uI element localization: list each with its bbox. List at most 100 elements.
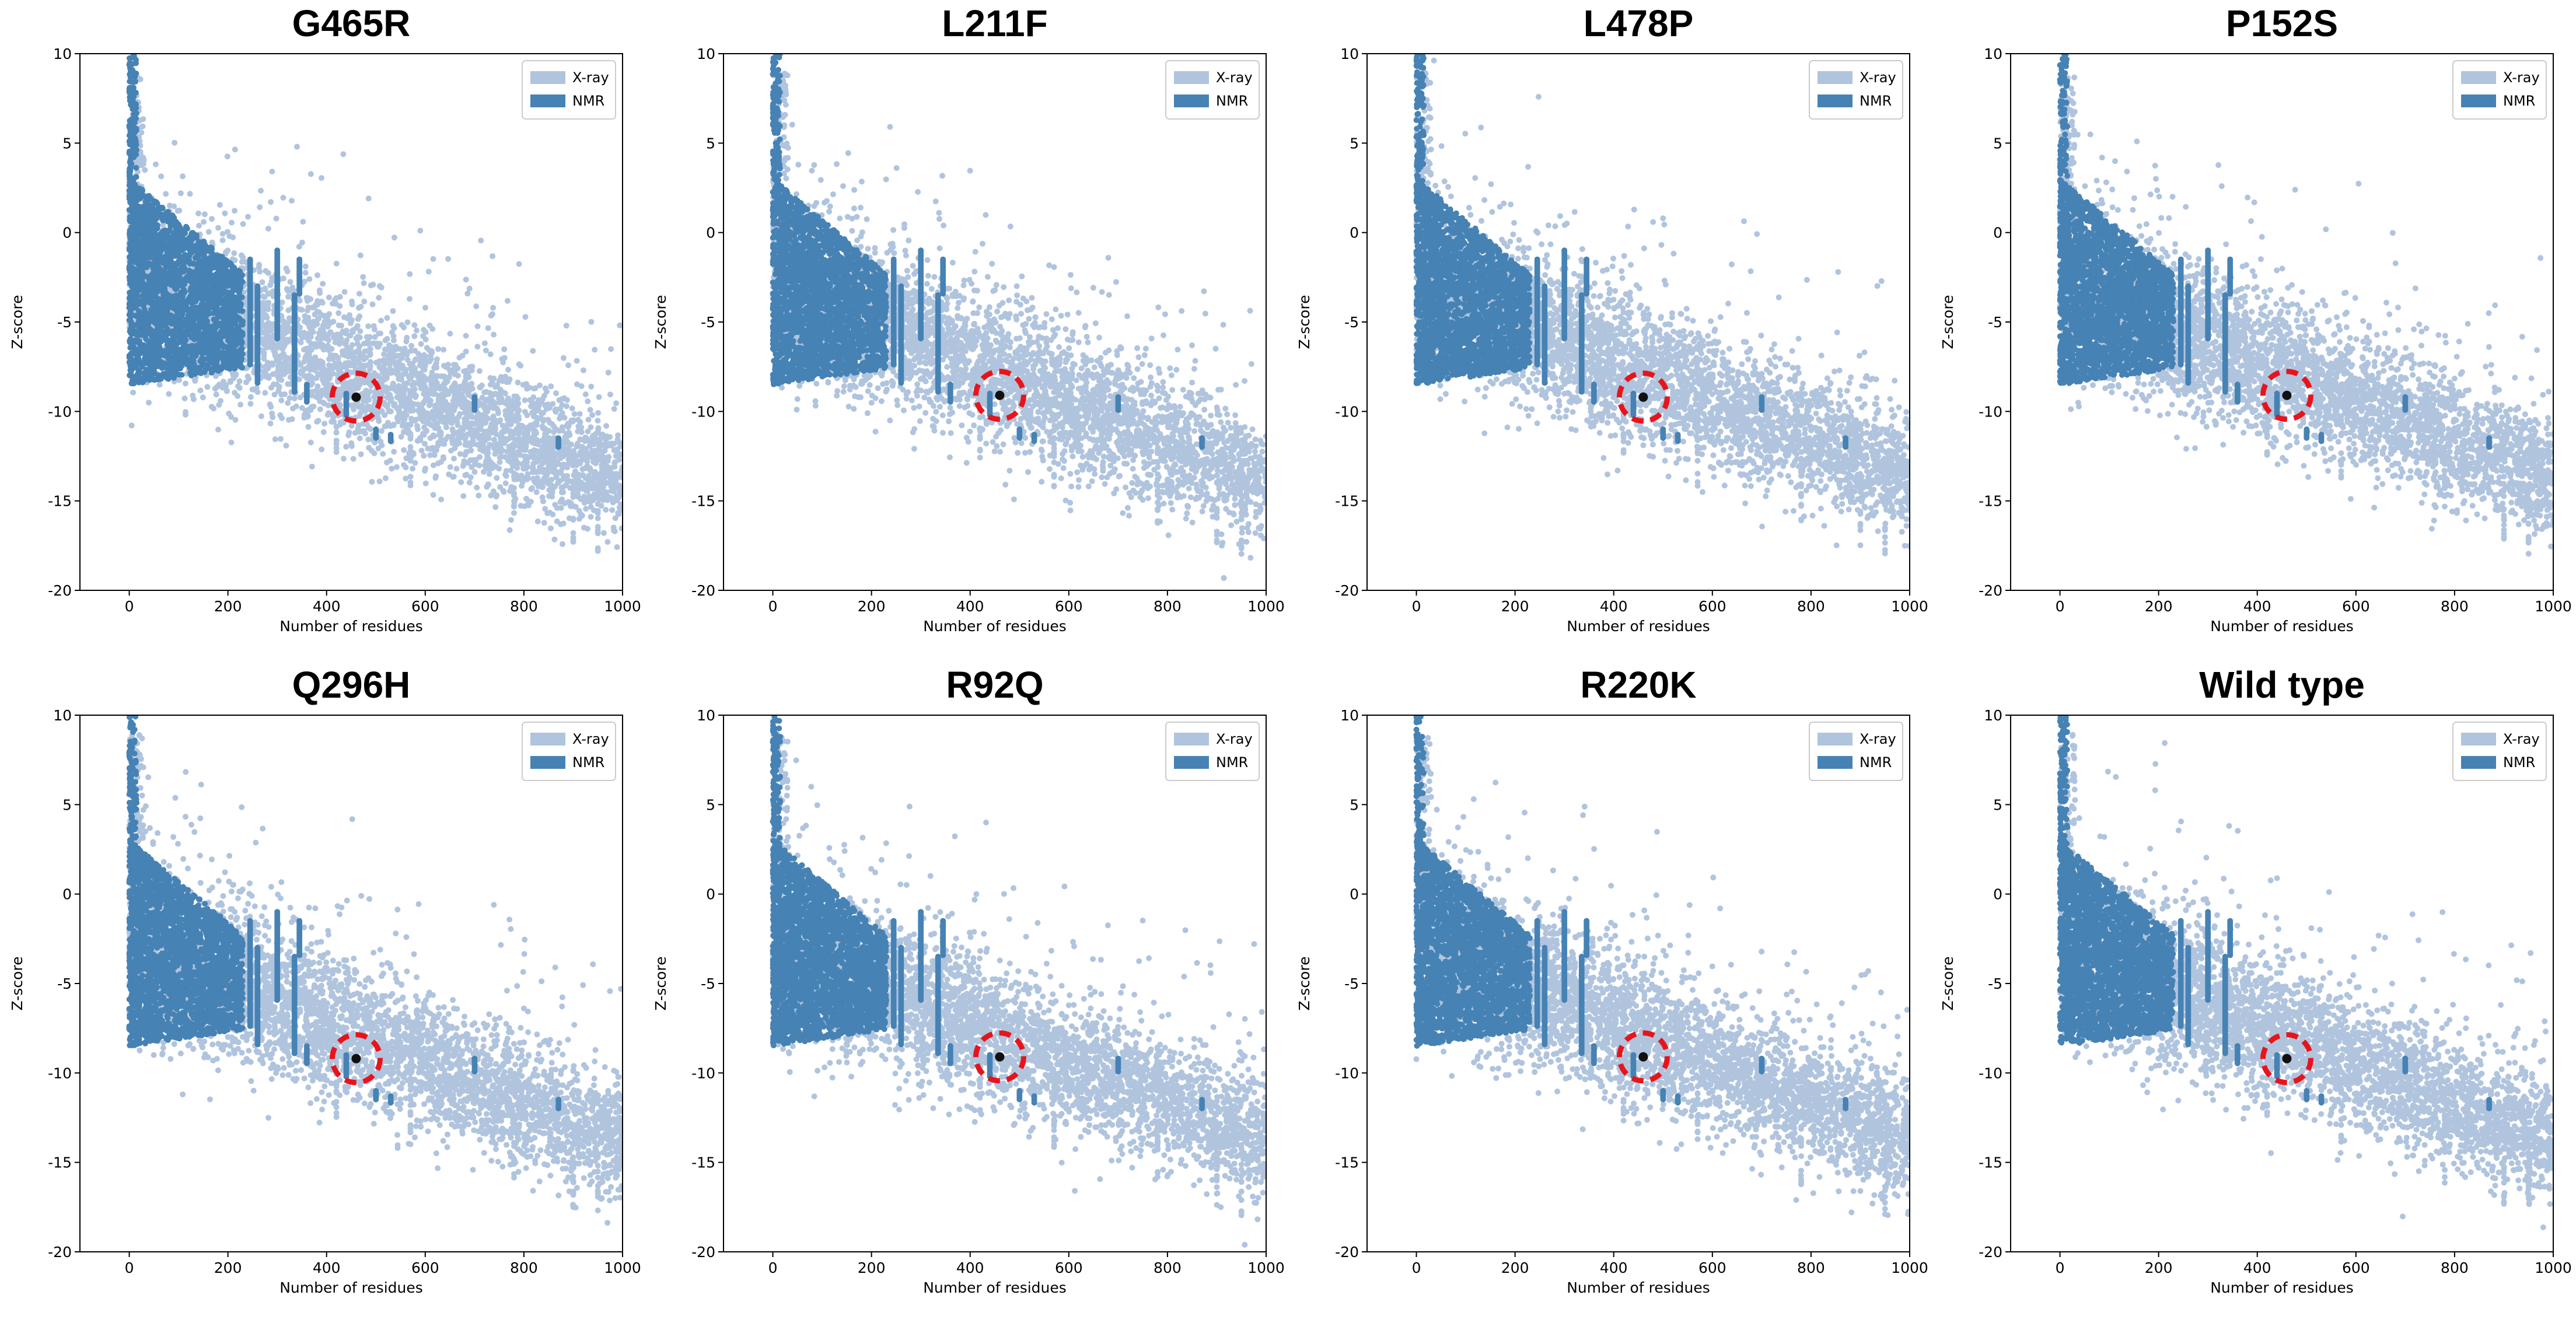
- xray-point: [388, 397, 394, 404]
- xray-point: [429, 326, 436, 332]
- xray-point: [228, 439, 235, 446]
- xray-point: [358, 451, 364, 457]
- xray-point: [503, 468, 509, 474]
- xray-point: [267, 344, 272, 350]
- xray-point: [570, 490, 576, 496]
- xray-point: [519, 482, 525, 489]
- xray-point: [449, 433, 455, 440]
- xray-point: [511, 503, 517, 510]
- xray-point: [523, 442, 529, 448]
- xray-point: [225, 229, 230, 235]
- xray-point: [542, 506, 548, 512]
- xray-point: [314, 383, 321, 390]
- xray-point: [415, 408, 421, 414]
- xray-point: [320, 400, 326, 406]
- xray-point: [388, 367, 394, 373]
- xray-point: [396, 407, 402, 414]
- xray-point: [383, 387, 389, 393]
- xray-point: [271, 391, 278, 398]
- xray-point: [442, 386, 448, 392]
- xray-point: [230, 234, 236, 240]
- xray-point: [605, 369, 611, 376]
- xray-point: [474, 323, 481, 330]
- xray-point: [617, 508, 623, 513]
- xray-point: [361, 428, 367, 434]
- xray-point: [435, 460, 441, 467]
- xray-point: [542, 385, 548, 391]
- xray-point: [434, 365, 439, 371]
- xray-point: [584, 463, 590, 469]
- xray-point: [317, 290, 323, 296]
- xray-point: [287, 279, 293, 285]
- xray-point: [457, 411, 463, 417]
- xray-point: [406, 400, 413, 407]
- xray-point: [466, 480, 473, 486]
- xray-point: [422, 468, 428, 474]
- xray-point: [357, 404, 363, 410]
- xray-point: [286, 395, 293, 401]
- xray-point: [311, 358, 317, 364]
- xray-point: [290, 405, 296, 412]
- xray-point: [464, 290, 471, 297]
- xray-point: [496, 466, 502, 472]
- xray-point: [523, 496, 530, 502]
- xray-point: [286, 315, 292, 321]
- xray-point: [592, 433, 598, 439]
- xray-point: [481, 429, 488, 435]
- xray-point: [407, 447, 414, 454]
- xray-point: [463, 276, 469, 283]
- xray-point: [336, 360, 342, 366]
- xray-point: [422, 304, 428, 311]
- xray-point: [389, 357, 396, 363]
- xray-point: [483, 347, 489, 354]
- xray-point: [503, 473, 509, 479]
- xray-point: [289, 416, 295, 422]
- xray-point: [393, 464, 400, 470]
- xray-point: [453, 466, 460, 472]
- xray-point: [195, 210, 202, 216]
- xray-point: [587, 407, 593, 413]
- xray-point: [421, 424, 428, 430]
- xray-point: [300, 219, 306, 225]
- xray-point: [603, 423, 609, 429]
- xray-point: [545, 456, 551, 463]
- xray-point: [299, 405, 305, 411]
- xray-point: [609, 487, 615, 494]
- xray-point: [385, 402, 391, 408]
- xray-point: [565, 422, 572, 429]
- xray-point: [319, 446, 325, 453]
- xray-point: [523, 464, 529, 471]
- xray-point: [443, 424, 449, 430]
- xray-point: [420, 357, 427, 363]
- xray-point: [384, 315, 390, 321]
- xray-point: [394, 384, 401, 390]
- xray-point: [393, 344, 399, 350]
- xray-point: [224, 388, 230, 394]
- xray-point: [532, 478, 537, 484]
- xray-point: [363, 387, 369, 394]
- xray-point: [306, 365, 313, 371]
- xray-point: [362, 348, 368, 355]
- xray-point: [618, 525, 623, 531]
- xray-point: [404, 319, 411, 326]
- xray-point: [466, 383, 473, 389]
- xray-point: [183, 409, 188, 415]
- xray-point: [366, 397, 372, 403]
- xray-point: [319, 300, 326, 306]
- xray-point: [434, 373, 441, 379]
- xray-point: [414, 327, 420, 334]
- xray-point: [520, 382, 526, 388]
- xray-point: [219, 237, 226, 243]
- xray-point: [326, 294, 332, 300]
- xray-point: [603, 506, 609, 513]
- xray-point: [577, 419, 583, 425]
- xray-point: [440, 454, 446, 460]
- xray-point: [382, 423, 388, 429]
- xray-point: [603, 433, 610, 439]
- xray-point: [216, 202, 223, 208]
- xray-point: [382, 475, 389, 481]
- xray-point: [139, 124, 145, 130]
- xray-point: [458, 479, 464, 485]
- xray-point: [450, 428, 456, 434]
